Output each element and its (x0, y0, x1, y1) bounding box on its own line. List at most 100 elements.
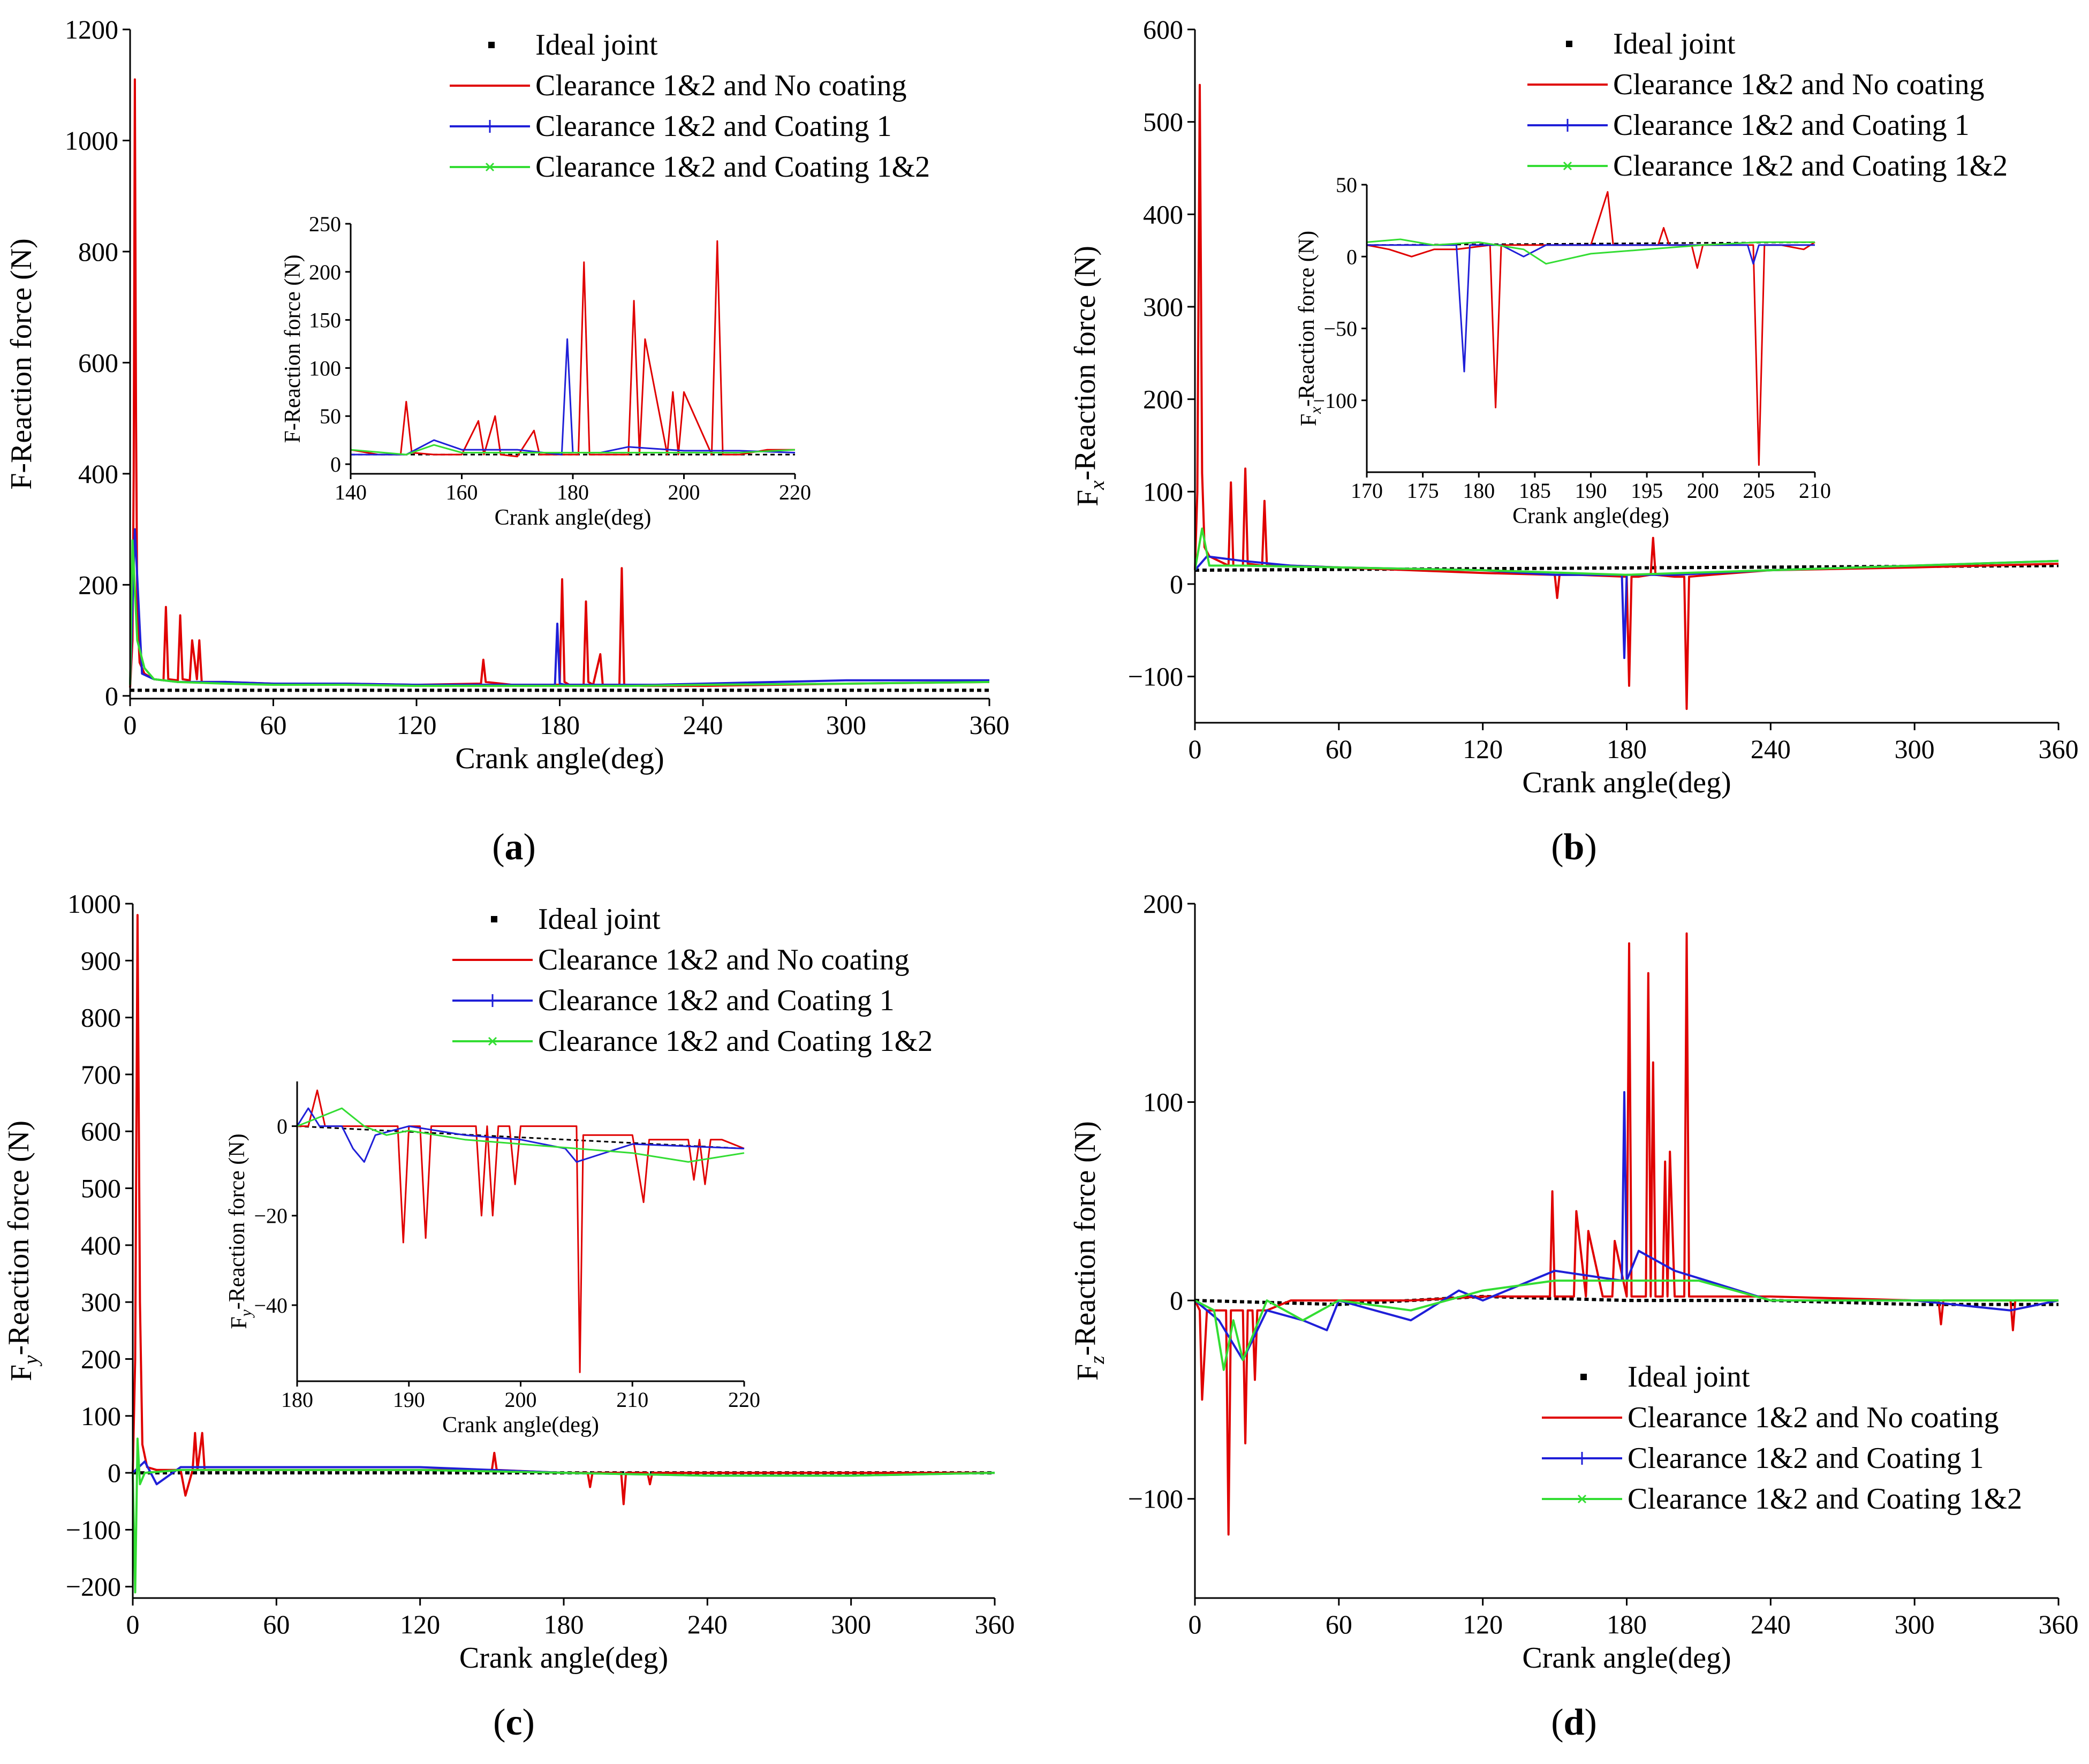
panel-c-x-axis-label: Crank angle(deg) (459, 1641, 668, 1675)
panel-b-x-tick-label: 0 (1189, 734, 1202, 764)
legend-item-coat1: Clearance 1&2 and Coating 1 (1542, 1442, 1984, 1475)
panel-a-inset-x-tick-label: 220 (779, 480, 811, 504)
panel-a-legend: Ideal joint Clearance 1&2 and No coating C… (450, 28, 930, 184)
panel-b-x-tick-label: 240 (1751, 734, 1791, 764)
panel-b-y-tick-label: 0 (1170, 569, 1183, 599)
panel-a-inset-x-tick-label: 160 (446, 480, 478, 504)
legend-label: Clearance 1&2 and No coating (1628, 1401, 1999, 1434)
panel-b-inset-y-tick-label: −50 (1323, 317, 1357, 341)
panel-b-y-tick-label: 600 (1143, 14, 1183, 44)
panel-b-inset-y-tick-label: −100 (1313, 389, 1357, 413)
legend-marker-square (1566, 41, 1572, 47)
legend-item-nocoat: Clearance 1&2 and No coating (452, 943, 910, 976)
legend-marker-x (488, 1036, 497, 1046)
panel-d-y-tick-label: 200 (1143, 889, 1183, 919)
panel-b-inset-x-tick-label: 180 (1463, 479, 1495, 503)
panel-c-inset-series-nocoat (297, 1089, 745, 1373)
legend-label: Clearance 1&2 and Coating 1 (1613, 109, 1970, 142)
panel-b-inset-x-tick-label: 200 (1687, 479, 1719, 503)
panel-a-inset-y-tick-label: 0 (330, 452, 341, 476)
panel-d-y-tick-label: 100 (1143, 1087, 1183, 1117)
panel-a-x-tick-label: 360 (970, 710, 1010, 740)
panel-b-y-tick-label: −100 (1128, 662, 1183, 692)
panel-c-y-tick-label: 900 (81, 945, 121, 975)
legend-marker-x (1577, 1494, 1587, 1504)
legend-label: Clearance 1&2 and Coating 1&2 (1613, 149, 2008, 183)
panel-a-x-tick-label: 0 (124, 710, 137, 740)
panel-a-inset-series-nocoat (350, 240, 795, 458)
panel-a-inset-y-axis-label: F-Reaction force (N) (281, 254, 305, 443)
panel-a-y-tick-label: 0 (105, 681, 118, 711)
panel-a-inset-y-tick-label: 250 (309, 212, 341, 236)
panel-b-x-tick-label: 180 (1607, 734, 1647, 764)
panel-a-x-tick-label: 300 (826, 710, 866, 740)
legend-item-ideal: Ideal joint (491, 903, 661, 936)
panel-d-legend: Ideal joint Clearance 1&2 and No coating C… (1542, 1360, 2022, 1516)
panel-d-series-coat12 (1194, 1280, 2058, 1371)
panel-b-inset-y-tick-label: 50 (1336, 173, 1357, 197)
panel-c-inset-y-tick-label: −40 (254, 1293, 287, 1318)
legend-item-nocoat: Clearance 1&2 and No coating (1542, 1401, 1999, 1434)
panel-b-inset-x-tick-label: 190 (1575, 479, 1607, 503)
panel-c-y-tick-label: 800 (81, 1003, 121, 1033)
legend-label: Ideal joint (1628, 1360, 1750, 1394)
panel-d-x-tick-label: 300 (1895, 1609, 1935, 1639)
panel-c-y-tick-label: −200 (66, 1572, 121, 1602)
panel-c-y-tick-label: 400 (81, 1230, 121, 1260)
panel-c-series-coat12 (132, 1437, 995, 1594)
panel-b-x-tick-label: 120 (1463, 734, 1503, 764)
panel-d-y-tick-label: −100 (1128, 1484, 1183, 1514)
panel-a-series-coat12 (129, 539, 990, 687)
panel-a-x-axis-label: Crank angle(deg) (455, 742, 664, 775)
legend-label: Ideal joint (535, 28, 658, 62)
panel-d-series-nocoat (1194, 932, 2058, 1536)
panel-c-x-tick-label: 120 (400, 1609, 440, 1639)
panel-b-x-tick-label: 300 (1895, 734, 1935, 764)
panel-c-x-tick-label: 0 (126, 1609, 140, 1639)
panel-b-series-coat1 (1194, 555, 2059, 660)
panel-b-series-nocoat (1194, 84, 2059, 710)
panel-d: 0 60 120 180 240 300 360 −100 0 100 200 Crank angle… (1069, 889, 2079, 1743)
panel-d-label: (d) (1551, 1702, 1597, 1743)
legend-item-coat1: Clearance 1&2 and Coating 1 (1527, 109, 1970, 142)
panel-c-x-tick-label: 180 (544, 1609, 584, 1639)
panel-a-y-axis-label: F-Reaction force (N) (5, 238, 38, 490)
legend-item-coat12: Clearance 1&2 and Coating 1&2 (1527, 149, 2008, 183)
panel-b-y-tick-label: 400 (1143, 199, 1183, 229)
panel-d-x-axis-label: Crank angle(deg) (1522, 1641, 1731, 1675)
panel-c: 0 60 120 180 240 300 360−200−10001002003004005… (2, 889, 1015, 1743)
legend-marker-x (1563, 161, 1572, 171)
panel-b: 0 60 120 180 240 300 360−100010020030040050060… (1069, 14, 2079, 868)
legend-label: Ideal joint (538, 903, 661, 936)
panel-c-x-tick-label: 60 (263, 1609, 290, 1639)
legend-marker-square (488, 42, 495, 48)
legend-item-coat1: Clearance 1&2 and Coating 1 (450, 110, 892, 143)
panel-b-inset-background (1367, 185, 1815, 472)
legend-label: Clearance 1&2 and No coating (538, 943, 910, 976)
panel-b-x-axis-label: Crank angle(deg) (1522, 766, 1731, 799)
legend-item-coat12: Clearance 1&2 and Coating 1&2 (1542, 1482, 2022, 1516)
panel-b-series-coat12 (1194, 527, 2059, 576)
panel-c-inset-y-axis-label: Fy-Reaction force (N) (225, 1133, 255, 1329)
panel-b-inset: 170 175 180 185 190 195 200 205 210 −100 −50 0 50 Cra… (1295, 173, 1831, 528)
panel-a-inset: 140 160 180 200 220 0 50 100 150 200 250 Crank angl… (281, 212, 811, 530)
panel-a-x-tick-label: 60 (260, 710, 287, 740)
panel-b-y-tick-label: 500 (1143, 107, 1183, 137)
panel-a-y-tick-label: 600 (78, 347, 118, 377)
legend-item-nocoat: Clearance 1&2 and No coating (1527, 68, 1985, 101)
panel-a-inset-y-tick-label: 150 (309, 308, 341, 332)
panel-b-y-tick-label: 300 (1143, 292, 1183, 322)
panel-b-inset-x-axis-label: Crank angle(deg) (1512, 504, 1669, 528)
panel-a-y-tick-label: 800 (78, 237, 118, 267)
panel-c-inset-x-tick-label: 210 (616, 1388, 648, 1412)
panel-a: 0 60 120 180 240 300 360020040060080010001200C… (5, 14, 1010, 868)
panel-c-inset-series-coat12 (297, 1107, 745, 1163)
panel-d-x-tick-label: 60 (1326, 1609, 1352, 1639)
panel-d-x-tick-label: 240 (1751, 1609, 1791, 1639)
panel-a-y-tick-label: 200 (78, 570, 118, 600)
legend-label: Clearance 1&2 and Coating 1&2 (535, 150, 930, 184)
legend-item-nocoat: Clearance 1&2 and No coating (450, 69, 907, 102)
panel-b-y-axis-label: Fx-Reaction force (N) (1069, 246, 1109, 506)
panel-c-y-tick-label: 1000 (67, 889, 121, 919)
legend-label: Clearance 1&2 and No coating (1613, 68, 1985, 101)
